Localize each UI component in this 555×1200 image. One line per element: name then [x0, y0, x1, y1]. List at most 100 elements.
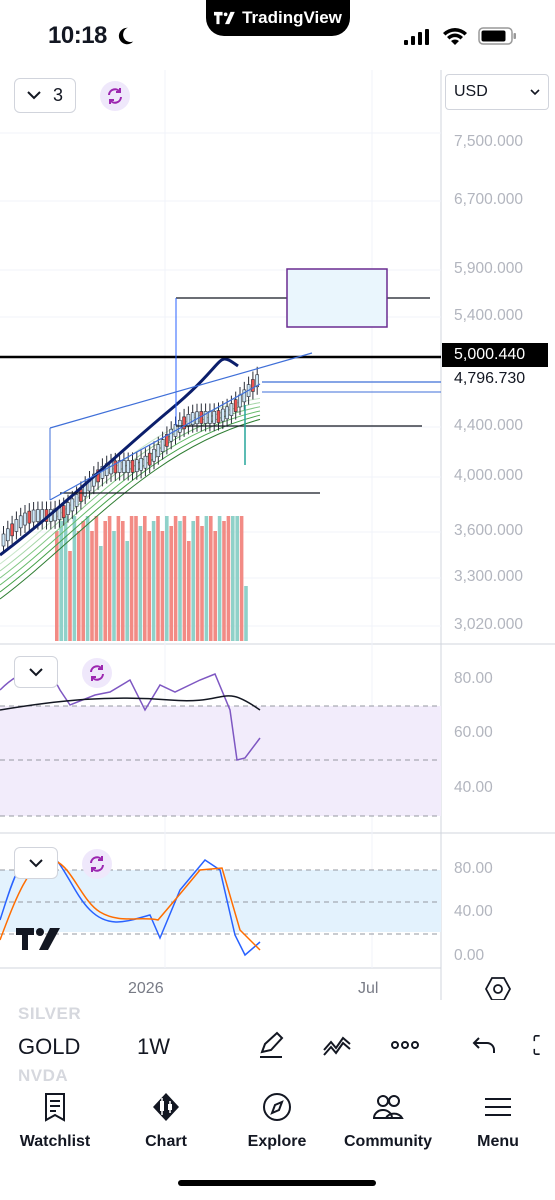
nav-label: Watchlist: [19, 1133, 91, 1150]
candle-body: [61, 505, 66, 518]
volume-bar: [222, 521, 226, 641]
stoch-band: [0, 870, 441, 932]
candle-body: [74, 494, 79, 507]
nav-explore[interactable]: Explore: [222, 1091, 332, 1151]
price-tag-level: 5,000.440: [442, 343, 548, 367]
candle-body: [122, 460, 126, 473]
candle-body: [10, 523, 14, 537]
candle-body: [79, 489, 83, 502]
home-indicator: [178, 1180, 376, 1186]
time-axis-label: 2026: [128, 980, 164, 997]
stoch-sync-button[interactable]: [82, 849, 112, 879]
candle-body: [18, 515, 23, 529]
status-bar: 10:18 TradingView: [0, 0, 555, 70]
tradingview-logo-icon: [214, 11, 235, 25]
compass-icon: [263, 1093, 291, 1121]
time-axis-label: Jul: [358, 980, 379, 997]
battery-icon: [478, 27, 516, 45]
candle-body: [31, 509, 36, 523]
candle-body: [216, 410, 221, 423]
moon-icon: [118, 27, 134, 45]
candle-body: [92, 473, 96, 487]
interval-value: 3: [52, 85, 63, 105]
candle-body: [14, 519, 19, 532]
chart-canvas[interactable]: [0, 70, 555, 1010]
volume-bar: [55, 531, 59, 641]
volume-bar: [99, 546, 103, 641]
rsi-collapse-button[interactable]: [14, 656, 58, 688]
volume-bar: [226, 516, 231, 641]
volume-bar: [68, 551, 72, 641]
currency-select[interactable]: USD: [445, 74, 549, 110]
price-axis-label: 5,400.000: [454, 307, 523, 324]
more-icon: [391, 1041, 419, 1049]
candle-body: [143, 455, 148, 469]
fullscreen-button[interactable]: [532, 1028, 555, 1062]
rsi-band: [0, 706, 441, 816]
rsi-axis-label: 80.00: [454, 670, 493, 687]
interval-button[interactable]: 3: [14, 78, 76, 113]
undo-button[interactable]: [468, 1028, 502, 1062]
volume-bar: [182, 516, 187, 641]
candle-body: [208, 411, 212, 424]
menu-icon: [485, 1098, 511, 1116]
nav-chart[interactable]: Chart: [111, 1091, 221, 1151]
volume-bar: [107, 516, 112, 641]
candle-body: [152, 448, 156, 462]
chart-area[interactable]: 3 USD 7,500.000 6,700.000 5,900.000 5,40…: [0, 70, 555, 1010]
rsi-sync-button[interactable]: [82, 658, 112, 688]
volume-bar: [121, 521, 125, 641]
candle-body: [23, 512, 27, 526]
candle-body: [238, 394, 242, 408]
nav-watchlist[interactable]: Watchlist: [0, 1091, 110, 1151]
volume-bar: [200, 526, 204, 641]
candle-body: [242, 389, 247, 403]
price-axis-label: 5,900.000: [454, 260, 523, 277]
candle-body: [255, 374, 259, 388]
volume-bar: [231, 516, 235, 641]
volume-bar: [173, 516, 178, 641]
indicators-button[interactable]: [320, 1028, 354, 1062]
volume-bar: [169, 526, 173, 641]
prev-symbol[interactable]: SILVER: [18, 1004, 82, 1023]
wifi-icon: [443, 28, 467, 45]
candle-body: [233, 399, 238, 412]
indicators-icon: [323, 1036, 351, 1056]
candle-body: [126, 460, 130, 473]
candle-body: [130, 460, 135, 473]
trend-channel-line: [49, 383, 261, 501]
chevron-down-icon: [530, 88, 540, 95]
stoch-collapse-button[interactable]: [14, 847, 58, 879]
nav-menu[interactable]: Menu: [443, 1091, 553, 1151]
nav-community[interactable]: Community: [333, 1091, 443, 1151]
candle-body: [251, 379, 255, 392]
drawing-tool-button[interactable]: [254, 1028, 288, 1062]
volume-bar: [217, 516, 222, 641]
volume-bar: [151, 521, 156, 641]
timeframe-button[interactable]: 1W: [137, 1034, 170, 1059]
volume-bar: [143, 516, 147, 641]
volume-bar: [204, 516, 209, 641]
community-icon: [372, 1095, 404, 1119]
volume-bar: [239, 516, 244, 641]
app-pill[interactable]: TradingView: [206, 0, 350, 36]
status-time: 10:18: [48, 22, 107, 49]
candle-body: [165, 434, 169, 447]
next-symbol[interactable]: NVDA: [18, 1066, 69, 1085]
volume-bar: [85, 516, 90, 641]
more-button[interactable]: [388, 1028, 422, 1062]
volume-bar: [156, 516, 160, 641]
candle-body: [156, 444, 161, 457]
price-axis-label: 3,020.000: [454, 616, 523, 633]
chart-settings-icon[interactable]: [485, 976, 511, 1002]
symbol-bar: SILVER GOLD NVDA 1W: [0, 1000, 555, 1090]
candle-body: [147, 452, 152, 466]
volume-bar: [209, 516, 213, 641]
candle-body: [203, 411, 208, 424]
volume-bar: [129, 516, 134, 641]
symbol-name[interactable]: GOLD: [18, 1034, 81, 1059]
price-axis-label: 3,300.000: [454, 568, 523, 585]
candle-body: [160, 439, 165, 452]
sync-button[interactable]: [100, 81, 130, 111]
candle-body: [117, 460, 122, 473]
